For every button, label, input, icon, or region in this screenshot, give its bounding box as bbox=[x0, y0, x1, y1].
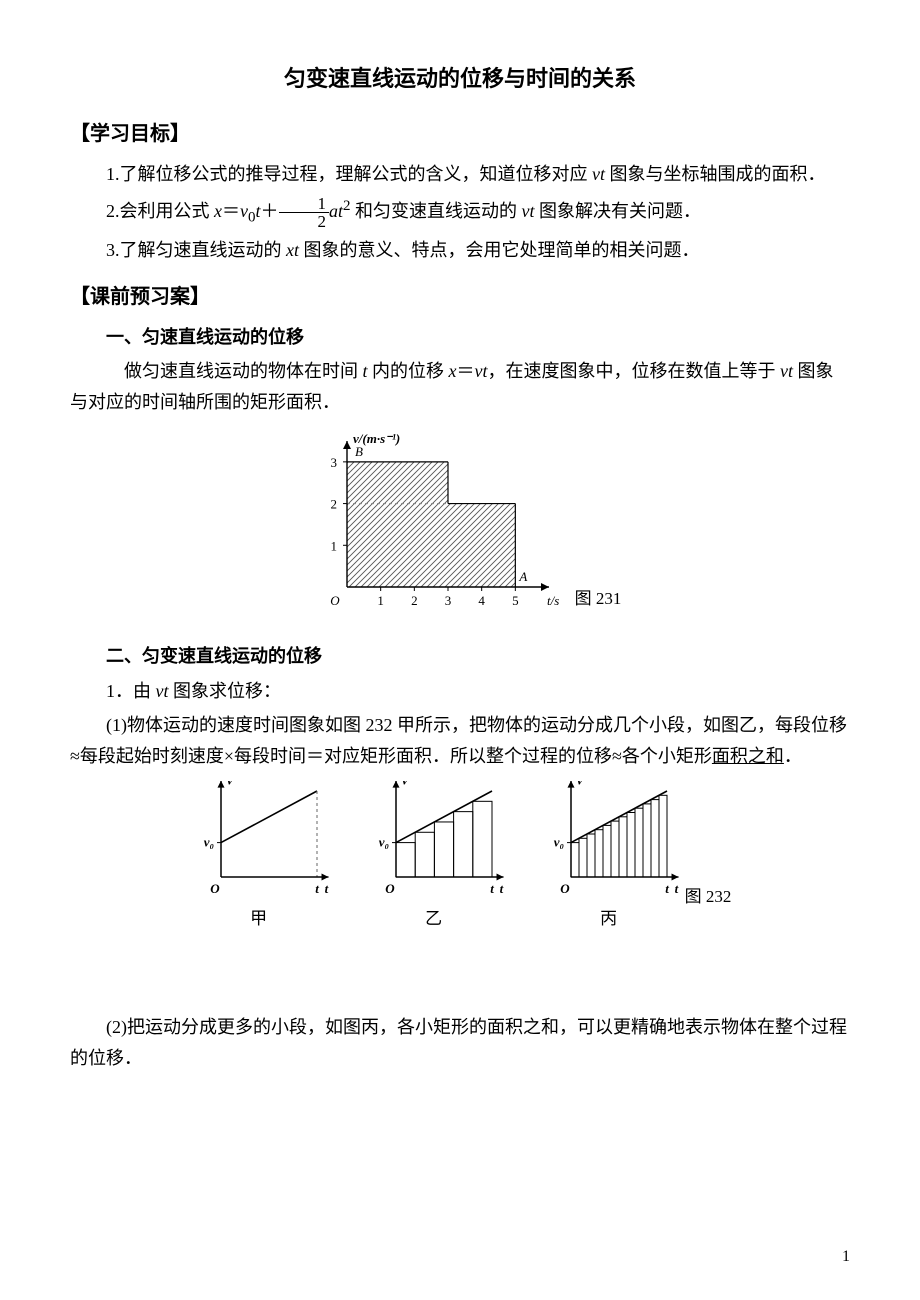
sublabel-yi: 乙 bbox=[364, 905, 504, 934]
goal-3: 3.了解匀速直线运动的 xt 图象的意义、特点，会用它处理简单的相关问题． bbox=[70, 235, 850, 266]
svg-text:v₀: v₀ bbox=[203, 835, 213, 850]
var-a: a bbox=[329, 201, 338, 221]
svg-text:2: 2 bbox=[330, 497, 337, 512]
eq: ＝ bbox=[222, 201, 240, 221]
svg-text:t: t bbox=[490, 881, 494, 896]
figure-232a-svg: v₀ Ov tt bbox=[189, 781, 329, 901]
svg-text:O: O bbox=[560, 881, 570, 896]
figure-232c-svg: v₀ Ov tt bbox=[539, 781, 679, 901]
svg-text:4: 4 bbox=[478, 593, 485, 608]
fig232-bing: v₀ Ov tt 丙 图 232 bbox=[539, 781, 732, 934]
svg-text:3: 3 bbox=[444, 593, 451, 608]
text: 做匀速直线运动的物体在时间 bbox=[124, 361, 363, 381]
sec2-p2: (2)把运动分成更多的小段，如图丙，各小矩形的面积之和，可以更精确地表示物体在整… bbox=[70, 1012, 850, 1073]
text: 1．由 bbox=[106, 681, 156, 701]
figure-232-block: v₀Ovtt 甲 v₀Ovtt 乙 v₀Ovtt 丙 图 232 bbox=[70, 781, 850, 934]
fig232-yi: v₀ Ov tt 乙 bbox=[364, 781, 504, 934]
svg-text:O: O bbox=[385, 881, 395, 896]
goals-heading: 【学习目标】 bbox=[70, 117, 850, 151]
numerator: 1 bbox=[279, 195, 330, 213]
sec2-line1: 1．由 vt 图象求位移： bbox=[106, 676, 850, 707]
sublabel-jia: 甲 bbox=[189, 905, 329, 934]
text: 内的位移 bbox=[368, 361, 449, 381]
svg-text:v₀: v₀ bbox=[378, 835, 388, 850]
svg-text:2: 2 bbox=[411, 593, 418, 608]
svg-text:v: v bbox=[227, 781, 233, 788]
svg-text:v: v bbox=[402, 781, 408, 788]
svg-text:t: t bbox=[674, 881, 678, 896]
svg-text:t: t bbox=[499, 881, 503, 896]
sub0: 0 bbox=[248, 210, 256, 226]
goal-2: 2.会利用公式 x＝v0t＋12at2 和匀变速直线运动的 vt 图象解决有关问… bbox=[70, 194, 850, 231]
var-vt: vt bbox=[156, 681, 169, 701]
page-number: 1 bbox=[842, 1243, 850, 1270]
svg-text:t/s: t/s bbox=[547, 593, 559, 608]
text: 3.了解匀速直线运动的 bbox=[106, 240, 286, 260]
sec2-heading: 二、匀变速直线运动的位移 bbox=[106, 641, 850, 672]
plus: ＋ bbox=[261, 201, 279, 221]
sq: 2 bbox=[343, 198, 351, 214]
figure-231-svg: 12345123Ov/(m·s⁻¹)t/sBA bbox=[299, 427, 569, 617]
page-title: 匀变速直线运动的位移与时间的关系 bbox=[70, 60, 850, 97]
svg-text:O: O bbox=[330, 593, 340, 608]
text: 1.了解位移公式的推导过程，理解公式的含义，知道位移对应 bbox=[106, 164, 592, 184]
var-x: x bbox=[214, 201, 222, 221]
denominator: 2 bbox=[279, 213, 330, 230]
var-xt: xt bbox=[286, 240, 299, 260]
text: 图象的意义、特点，会用它处理简单的相关问题． bbox=[299, 240, 700, 260]
var-vt: vt bbox=[475, 361, 488, 381]
eq: ＝ bbox=[457, 361, 475, 381]
svg-text:A: A bbox=[518, 569, 527, 584]
svg-text:t: t bbox=[665, 881, 669, 896]
svg-text:t: t bbox=[324, 881, 328, 896]
figure-232-caption: 图 232 bbox=[685, 883, 732, 934]
sec1-heading: 一、匀速直线运动的位移 bbox=[106, 322, 850, 353]
fraction: 12 bbox=[279, 195, 330, 230]
svg-text:5: 5 bbox=[512, 593, 519, 608]
goal-1: 1.了解位移公式的推导过程，理解公式的含义，知道位移对应 vt 图象与坐标轴围成… bbox=[70, 159, 850, 190]
text: ． bbox=[784, 746, 802, 766]
text: 2.会利用公式 bbox=[106, 201, 214, 221]
sublabel-bing: 丙 bbox=[539, 905, 679, 934]
preview-heading: 【课前预习案】 bbox=[70, 280, 850, 314]
text: ，在速度图象中，位移在数值上等于 bbox=[488, 361, 781, 381]
svg-text:O: O bbox=[210, 881, 220, 896]
svg-text:3: 3 bbox=[330, 455, 337, 470]
svg-text:B: B bbox=[355, 444, 363, 459]
figure-232b-svg: v₀ Ov tt bbox=[364, 781, 504, 901]
svg-text:1: 1 bbox=[330, 539, 337, 554]
sec1-para: 做匀速直线运动的物体在时间 t 内的位移 x＝vt，在速度图象中，位移在数值上等… bbox=[70, 356, 850, 417]
text: 图象解决有关问题． bbox=[535, 201, 702, 221]
text: 和匀变速直线运动的 bbox=[351, 201, 522, 221]
var-vt: vt bbox=[522, 201, 535, 221]
underlined: 面积之和 bbox=[712, 746, 784, 766]
svg-text:t: t bbox=[315, 881, 319, 896]
svg-text:v₀: v₀ bbox=[553, 835, 563, 850]
var-vt: vt bbox=[780, 361, 793, 381]
var-x: x bbox=[449, 361, 457, 381]
var-vt: vt bbox=[592, 164, 605, 184]
text: (2)把运动分成更多的小段，如图丙，各小矩形的面积之和，可以更精确地表示物体在整… bbox=[70, 1017, 847, 1068]
svg-text:1: 1 bbox=[377, 593, 384, 608]
text: 图象与坐标轴围成的面积． bbox=[605, 164, 826, 184]
figure-231-caption: 图 231 bbox=[575, 585, 622, 618]
sec2-p1: (1)物体运动的速度时间图象如图 232 甲所示，把物体的运动分成几个小段，如图… bbox=[70, 710, 850, 771]
figure-231-block: 12345123Ov/(m·s⁻¹)t/sBA 图 231 bbox=[70, 427, 850, 627]
fig232-jia: v₀ Ov tt 甲 bbox=[189, 781, 329, 934]
text: 图象求位移： bbox=[169, 681, 282, 701]
var-v: v bbox=[240, 201, 248, 221]
svg-text:v: v bbox=[577, 781, 583, 788]
